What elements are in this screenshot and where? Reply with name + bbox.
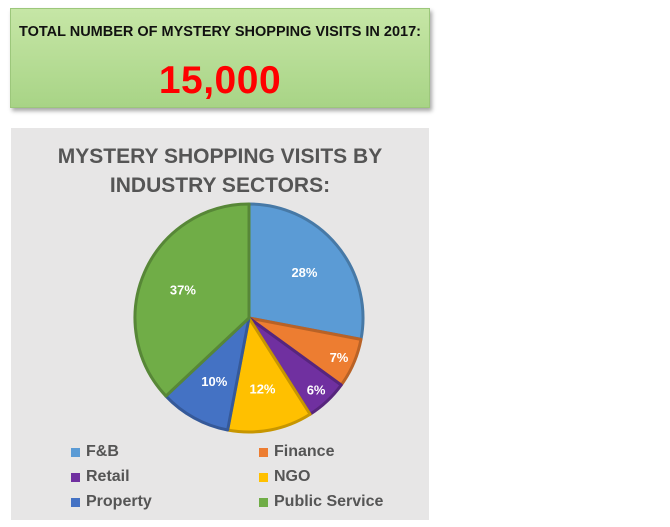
data-label-property: 10% [201, 374, 227, 389]
total-visits-value: 15,000 [158, 59, 282, 102]
legend-label: Retail [86, 468, 130, 485]
data-label-f-b: 28% [291, 265, 317, 280]
data-label-finance: 7% [330, 350, 349, 365]
pie-chart: 28% 7% 6% 12% 10% 37% [133, 202, 365, 434]
data-label-public-service: 37% [170, 282, 196, 297]
legend-item-finance: Finance [259, 442, 334, 462]
legend-label: Finance [274, 443, 335, 460]
total-visits-label: TOTAL NUMBER OF MYSTERY SHOPPING VISITS … [18, 24, 422, 40]
data-label-ngo: 12% [249, 382, 275, 397]
data-label-retail: 6% [307, 382, 326, 397]
legend-item-public-service: Public Service [259, 492, 383, 512]
chart-panel: MYSTERY SHOPPING VISITS BY INDUSTRY SECT… [11, 128, 429, 520]
pie-slice-ngo [226, 316, 312, 434]
legend-item-retail: Retail [71, 467, 130, 487]
legend-item-ngo: NGO [259, 467, 310, 487]
legend-label: Public Service [274, 493, 384, 510]
pie-slice-public-service [133, 202, 251, 398]
chart-title: MYSTERY SHOPPING VISITS BY INDUSTRY SECT… [57, 145, 383, 197]
total-visits-banner: TOTAL NUMBER OF MYSTERY SHOPPING VISITS … [10, 8, 430, 108]
legend-swatch [259, 447, 268, 457]
legend-swatch [259, 472, 268, 482]
pie-slice-f-b [247, 202, 365, 341]
legend-item-f-b: F&B [71, 442, 119, 462]
legend-item-property: Property [71, 492, 152, 512]
legend-swatch [71, 472, 80, 482]
legend-label: NGO [274, 468, 311, 485]
legend-swatch [71, 497, 80, 507]
legend-swatch [71, 447, 80, 457]
legend-label: Property [86, 493, 152, 510]
legend-swatch [259, 497, 268, 507]
legend-label: F&B [86, 443, 119, 460]
